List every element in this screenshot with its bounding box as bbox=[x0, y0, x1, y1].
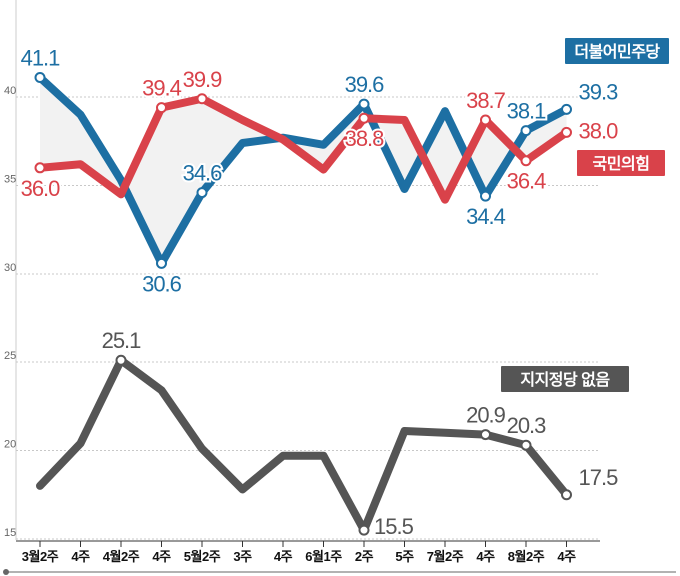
x-tick-label: 4월2주 bbox=[103, 549, 140, 564]
legend-label: 국민의힘 bbox=[593, 154, 650, 173]
data-label: 38.7 bbox=[466, 88, 506, 113]
x-tick-label: 3주 bbox=[233, 549, 252, 564]
series-0-marker bbox=[480, 190, 491, 202]
series-1-marker bbox=[156, 102, 167, 114]
gridlines: 40 35 30 25 20 15 bbox=[4, 0, 600, 540]
series-2-marker bbox=[480, 429, 491, 441]
legend-democratic: 더불어민주당 bbox=[565, 38, 669, 64]
series-2-marker bbox=[358, 524, 370, 536]
y-tick-label: 40 bbox=[4, 85, 16, 97]
y-tick-label: 20 bbox=[4, 439, 16, 451]
x-axis: 3월2주 4주 4월2주 4주 5월2주 3주 4주 6월1주 2주 5주 7월2주 4주 8월2주 4주 bbox=[3, 540, 676, 575]
x-tick-label: 4주 bbox=[152, 549, 171, 564]
legend-label: 지지정당 없음 bbox=[520, 371, 610, 389]
data-labels: 41.1 30.6 34.6 39.6 34.4 38.1 39.3 36.0 39.4 39.9… bbox=[19, 44, 621, 542]
data-label: 25.1 bbox=[102, 328, 142, 353]
legend-label: 더불어민주당 bbox=[574, 43, 660, 61]
series-1-marker bbox=[196, 93, 208, 105]
data-label: 34.6 bbox=[183, 161, 223, 186]
legend-badge bbox=[577, 150, 665, 176]
x-tick-label: 5월2주 bbox=[184, 549, 221, 564]
series-1-marker bbox=[520, 155, 532, 167]
data-label: 20.3 bbox=[507, 413, 547, 438]
data-label: 39.9 bbox=[183, 67, 223, 92]
data-label: 38.0 bbox=[579, 118, 619, 143]
y-tick-label: 15 bbox=[4, 527, 16, 539]
series-2-marker bbox=[520, 439, 532, 451]
legend-ppp: 국민의힘 bbox=[577, 150, 665, 176]
legend-badge bbox=[501, 366, 629, 392]
footer-dot bbox=[3, 569, 9, 575]
series-0-marker bbox=[358, 98, 370, 110]
data-label: 34.4 bbox=[466, 204, 506, 229]
x-tick-label: 2주 bbox=[355, 549, 374, 564]
x-tick-label: 4주 bbox=[274, 549, 293, 564]
x-tick-label: 6월1주 bbox=[305, 549, 342, 564]
gap-fill-area bbox=[40, 77, 567, 264]
data-label: 39.4 bbox=[142, 76, 182, 101]
series-0-line bbox=[36, 73, 571, 268]
data-label: 41.1 bbox=[21, 46, 61, 71]
series-0-marker bbox=[520, 125, 532, 137]
series-0-marker bbox=[196, 187, 208, 199]
x-tick-label: 5주 bbox=[395, 549, 414, 564]
legend-no-party: 지지정당 없음 bbox=[501, 366, 629, 392]
series-1-marker bbox=[561, 126, 572, 138]
x-tick-label: 3월2주 bbox=[22, 549, 59, 564]
series-markers bbox=[34, 72, 572, 536]
series-0-marker bbox=[156, 257, 167, 269]
x-tick-label: 4주 bbox=[476, 549, 495, 564]
x-tick-label: 4주 bbox=[71, 549, 90, 564]
series-2-marker bbox=[115, 354, 127, 366]
series-1-marker bbox=[480, 114, 491, 126]
series-1-line bbox=[36, 94, 571, 204]
data-label: 30.6 bbox=[142, 271, 182, 296]
data-label: 36.4 bbox=[507, 169, 547, 194]
series-2-marker bbox=[561, 489, 572, 501]
data-label: 38.8 bbox=[345, 126, 385, 151]
series-0-marker bbox=[561, 103, 572, 115]
data-label: 20.9 bbox=[466, 403, 506, 428]
series-2-line bbox=[36, 356, 571, 535]
series-0-marker bbox=[34, 72, 46, 84]
data-label: 36.0 bbox=[21, 176, 61, 201]
data-label: 39.6 bbox=[345, 72, 385, 97]
series-lines bbox=[36, 73, 571, 535]
data-label: 15.5 bbox=[374, 514, 414, 539]
x-tick-label: 4주 bbox=[557, 549, 576, 564]
y-tick-label: 25 bbox=[4, 350, 16, 362]
data-label: 17.5 bbox=[579, 465, 619, 490]
y-tick-label: 35 bbox=[4, 174, 16, 186]
x-tick-label: 7월2주 bbox=[427, 549, 464, 564]
gap-fill bbox=[40, 77, 567, 264]
data-label: 39.3 bbox=[579, 79, 619, 104]
series-1-marker bbox=[358, 112, 370, 124]
data-label: 38.1 bbox=[507, 99, 547, 124]
legend-badge bbox=[565, 38, 669, 64]
x-tick-label: 8월2주 bbox=[508, 549, 545, 564]
series-1-marker bbox=[34, 162, 46, 174]
y-tick-label: 30 bbox=[4, 262, 16, 274]
